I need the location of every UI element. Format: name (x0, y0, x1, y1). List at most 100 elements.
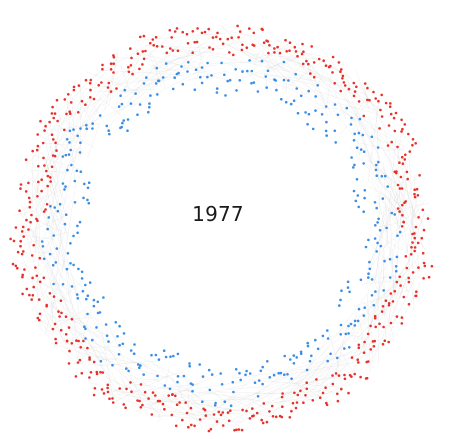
outer-node (391, 300, 395, 303)
network-link (148, 45, 166, 88)
outer-node (77, 84, 81, 87)
inner-node (377, 160, 380, 164)
network-link (50, 200, 59, 231)
outer-node (92, 393, 96, 397)
outer-node (171, 49, 175, 52)
outer-node (305, 387, 309, 391)
inner-node (272, 373, 276, 377)
inner-node (108, 132, 111, 136)
network-link (320, 92, 328, 116)
network-link (120, 65, 130, 91)
inner-node (164, 62, 168, 65)
network-link (31, 127, 69, 186)
outer-node (405, 170, 409, 174)
network-link (323, 309, 374, 368)
outer-node (411, 232, 414, 236)
network-link (326, 59, 334, 105)
inner-node (142, 373, 145, 376)
outer-node (322, 59, 326, 62)
outer-node (362, 114, 366, 118)
inner-node (214, 401, 217, 405)
outer-node (196, 27, 199, 30)
network-link (34, 142, 53, 201)
network-link (180, 46, 213, 65)
outer-node (352, 94, 356, 98)
outer-node (161, 45, 164, 48)
network-link (192, 402, 272, 418)
inner-node (77, 267, 80, 271)
outer-node (294, 50, 298, 53)
inner-node (187, 61, 190, 64)
outer-node (50, 133, 54, 136)
inner-node (339, 333, 343, 336)
outer-node (217, 410, 221, 414)
inner-node (308, 359, 312, 363)
network-link (314, 382, 320, 389)
outer-node (21, 292, 24, 296)
network-link (257, 40, 307, 97)
network-link (66, 96, 76, 189)
outer-node (311, 399, 315, 402)
network-link (220, 33, 250, 50)
outer-node (312, 75, 316, 79)
outer-node (343, 373, 346, 377)
outer-node (52, 295, 56, 298)
inner-node (119, 94, 122, 97)
outer-node (389, 292, 393, 295)
network-link (338, 378, 353, 389)
outer-node (396, 207, 400, 210)
outer-node (399, 175, 403, 179)
network-link (86, 71, 144, 95)
inner-node (314, 95, 318, 98)
inner-node (350, 156, 353, 159)
network-link (38, 291, 40, 293)
outer-node (181, 30, 184, 34)
inner-node (126, 129, 129, 132)
network-link (285, 58, 309, 81)
network-link (27, 177, 60, 198)
inner-node (394, 269, 398, 273)
inner-node (172, 354, 175, 358)
outer-node (25, 218, 28, 222)
outer-node (400, 225, 404, 228)
outer-node (84, 78, 88, 82)
outer-node (423, 264, 427, 268)
inner-node (279, 371, 283, 375)
outer-node (154, 394, 157, 397)
outer-node (324, 386, 327, 390)
inner-node (155, 66, 159, 70)
outer-node (49, 180, 52, 183)
outer-node (70, 317, 74, 321)
outer-node (268, 44, 271, 47)
network-link (118, 394, 189, 405)
inner-node (292, 99, 296, 102)
outer-node (43, 164, 46, 167)
outer-node (232, 53, 235, 57)
outer-node (389, 102, 392, 105)
inner-node (234, 68, 237, 71)
outer-node (422, 228, 426, 232)
inner-node (42, 257, 46, 261)
inner-node (325, 134, 329, 137)
network-link (367, 159, 399, 186)
outer-node (288, 416, 292, 419)
inner-node (384, 174, 387, 178)
outer-node (418, 174, 421, 177)
network-link (208, 394, 238, 414)
outer-node (86, 346, 89, 350)
outer-node (129, 47, 132, 50)
outer-node (421, 251, 425, 255)
inner-node (85, 123, 88, 127)
network-link (381, 197, 399, 224)
inner-node (127, 369, 130, 373)
inner-node (40, 240, 44, 243)
network-link (92, 349, 111, 356)
network-link (333, 109, 373, 163)
inner-node (104, 323, 108, 326)
network-link (362, 275, 385, 354)
outer-node (341, 74, 345, 78)
inner-node (122, 119, 125, 122)
network-link (266, 28, 305, 69)
outer-node (53, 112, 57, 115)
inner-node (346, 280, 350, 284)
